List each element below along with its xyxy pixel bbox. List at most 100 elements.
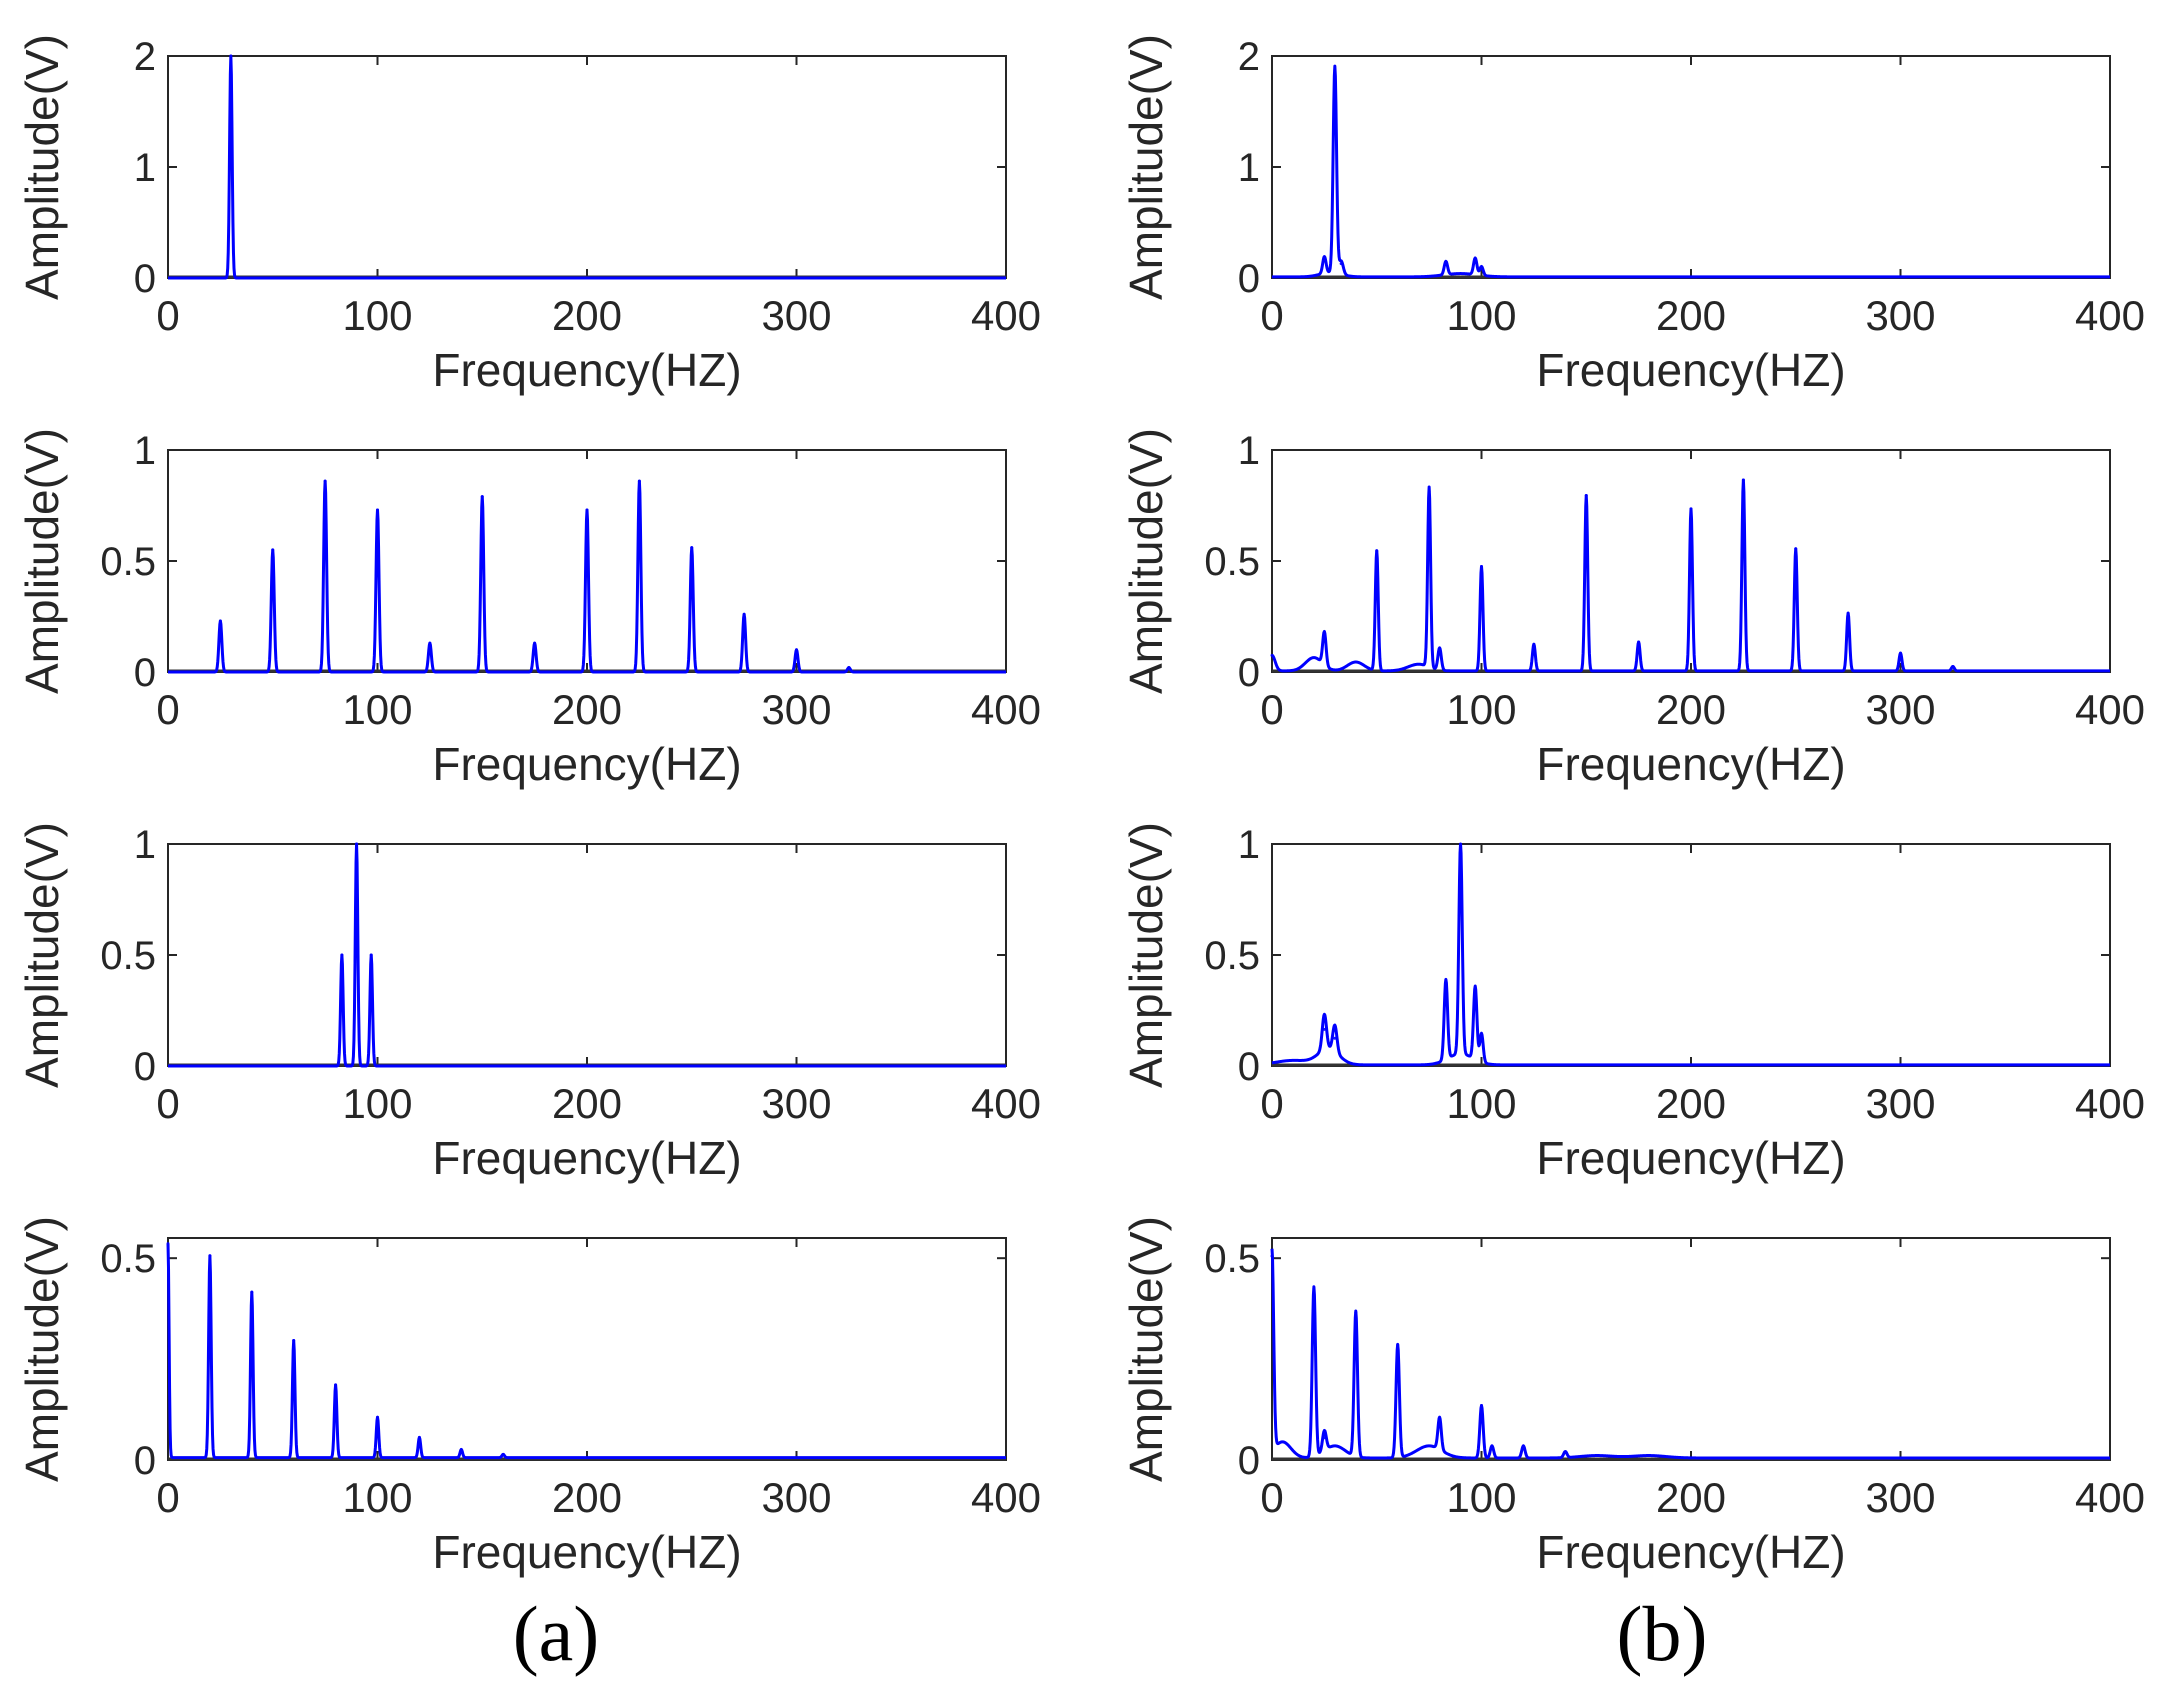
y-tick-label: 0: [1238, 1045, 1260, 1089]
x-axis-label: Frequency(HZ): [432, 1526, 741, 1578]
peak-point: [1584, 494, 1588, 498]
peak-point: [1794, 547, 1798, 551]
x-tick-label: 100: [342, 686, 412, 733]
plot-frame: [167, 55, 1007, 279]
x-axis-label: Frequency(HZ): [1536, 738, 1845, 790]
peak-point: [376, 1415, 379, 1419]
y-tick-label: 1: [134, 823, 156, 867]
caption-b: (b): [1617, 1590, 1708, 1677]
plot-frame: [167, 843, 1007, 1067]
spectrum-line: [1271, 842, 2111, 1067]
x-tick-label: 100: [342, 292, 412, 339]
x-tick-label: 100: [1446, 292, 1516, 339]
x-tick-label: 200: [552, 686, 622, 733]
spectrum-line: [1270, 1248, 2111, 1460]
x-tick-label: 400: [971, 292, 1041, 339]
x-tick-label: 300: [761, 686, 831, 733]
peak-point: [1480, 266, 1483, 270]
peak-point: [292, 1339, 296, 1343]
y-tick-label: 0.5: [1204, 934, 1260, 978]
peak-point: [369, 953, 373, 957]
x-tick-label: 100: [1446, 1474, 1516, 1521]
y-tick-label: 0: [1238, 651, 1260, 695]
peak-point: [1480, 565, 1483, 569]
peak-point: [1270, 653, 1274, 657]
x-axis-label: Frequency(HZ): [1536, 1526, 1845, 1578]
y-axis-label: Amplitude(V): [16, 428, 68, 694]
peak-point: [1322, 1436, 1326, 1440]
peak-point: [501, 1452, 505, 1456]
x-axis-label: Frequency(HZ): [432, 1132, 741, 1184]
y-tick-label: 0: [134, 257, 156, 301]
y-tick-label: 1: [1238, 429, 1260, 473]
y-axis-label: Amplitude(V): [1120, 822, 1172, 1088]
spectrum-line: [167, 842, 1007, 1068]
peak-point: [1951, 664, 1955, 668]
y-tick-label: 1: [134, 429, 156, 473]
x-tick-label: 300: [761, 1080, 831, 1127]
peak-point: [1333, 1036, 1337, 1040]
peak-point: [1637, 640, 1641, 644]
y-tick-label: 1: [1238, 146, 1260, 190]
x-tick-label: 400: [2075, 686, 2145, 733]
y-axis-label: Amplitude(V): [16, 34, 68, 300]
peak-point: [1473, 258, 1477, 262]
y-tick-label: 0: [134, 651, 156, 695]
peak-point: [1480, 1404, 1483, 1408]
peak-point: [637, 479, 641, 483]
x-tick-label: 300: [1865, 1080, 1935, 1127]
subplot-a2: 0 100 200 300 400 0 0.5 1 Frequency(HZ) Amplitude…: [16, 428, 1041, 790]
x-tick-label: 0: [156, 292, 179, 339]
subplot-a1: 0 100 200 300 400 0 1 2 Frequency(HZ) Amplitude(V…: [16, 34, 1041, 396]
x-tick-label: 400: [971, 686, 1041, 733]
peak-point: [1427, 489, 1431, 493]
peak-point: [1333, 68, 1337, 72]
subplot-a4: 0 100 200 300 400 0 0.5 Frequency(HZ) Amplitude(…: [16, 1216, 1041, 1578]
x-axis-label: Frequency(HZ): [432, 344, 741, 396]
peak-point: [1490, 1444, 1494, 1448]
peak-point: [166, 1242, 170, 1246]
plot-frame: [1271, 55, 2111, 279]
x-axis-label: Frequency(HZ): [1536, 344, 1845, 396]
subplot-b2: 0 100 200 300 400 0 0.5 1 Frequency(HZ) Amplitude…: [1120, 428, 2145, 790]
peak-point: [1563, 1450, 1567, 1454]
x-tick-label: 400: [2075, 1474, 2145, 1521]
x-axis-label: Frequency(HZ): [1536, 1132, 1845, 1184]
subplot-b1: 0 100 200 300 400 0 1 2 Frequency(HZ) Amplitude(V…: [1120, 34, 2145, 396]
x-tick-label: 200: [1656, 1080, 1726, 1127]
subplot-a3: 0 100 200 300 400 0 0.5 1 Frequency(HZ) Amplitude…: [16, 822, 1041, 1184]
peak-point: [585, 508, 589, 512]
x-tick-label: 300: [761, 1474, 831, 1521]
peak-point: [1396, 1343, 1400, 1347]
y-tick-label: 1: [134, 146, 156, 190]
y-axis-label: Amplitude(V): [1120, 428, 1172, 694]
y-tick-label: 0: [1238, 1439, 1260, 1483]
peak-point: [218, 619, 222, 623]
x-tick-label: 100: [342, 1474, 412, 1521]
peak-point: [1459, 852, 1463, 856]
peak-point: [690, 546, 694, 550]
y-tick-label: 1: [1238, 823, 1260, 867]
peak-point: [323, 479, 327, 483]
x-tick-label: 300: [1865, 686, 1935, 733]
peak-point: [1322, 636, 1326, 640]
peak-point: [1899, 651, 1902, 655]
y-tick-label: 0.5: [100, 1237, 156, 1281]
x-tick-label: 0: [1260, 292, 1283, 339]
peak-point: [334, 1383, 338, 1387]
spectrum-line: [167, 54, 1007, 280]
subplot-b3: 0 100 200 300 400 0 0.5 1 Frequency(HZ) Amplitude…: [1120, 822, 2145, 1184]
subplot-b4: 0 100 200 300 400 0 0.5 Frequency(HZ) Amplitude(…: [1120, 1216, 2145, 1578]
peak-point: [1532, 642, 1536, 646]
peak-point: [250, 1290, 254, 1294]
peak-point: [1354, 1311, 1358, 1315]
caption-a: (a): [513, 1590, 600, 1677]
peak-point: [376, 508, 379, 512]
peak-point: [847, 666, 851, 670]
subplot-grid: 0 100 200 300 400012Frequency(HZ)Amplitude(V…: [16, 34, 2145, 1578]
peak-point: [742, 612, 746, 616]
plot-frame: [1271, 843, 2111, 1067]
x-tick-label: 200: [552, 1474, 622, 1521]
y-axis-label: Amplitude(V): [1120, 34, 1172, 300]
peak-point: [1480, 1034, 1483, 1038]
